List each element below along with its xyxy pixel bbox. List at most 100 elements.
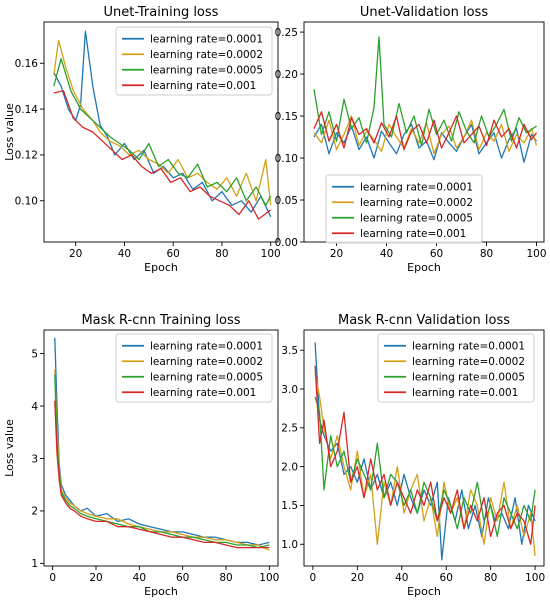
x-tick-label: 40 [380, 248, 393, 260]
series-line-2 [54, 369, 270, 551]
x-tick-label: 60 [176, 572, 189, 584]
y-tick-label: 0.12 [15, 150, 38, 162]
y-tick-label: 2.5 [281, 423, 298, 435]
y-tick-label: 4 [31, 401, 38, 413]
legend: learning rate=0.0001 learning rate=0.0002… [325, 174, 483, 244]
x-tick-label: 60 [430, 248, 443, 260]
chart-title: Mask R-cnn Validation loss [338, 313, 510, 328]
x-tick-label: 40 [133, 572, 146, 584]
series-lines [53, 30, 272, 220]
series-line-1 [53, 30, 272, 218]
y-tick-label: 0.14 [15, 104, 39, 116]
series-line-4 [313, 111, 538, 151]
y-axis-label: Loss value [3, 419, 16, 477]
plot-frame [43, 21, 279, 243]
x-tick-label: 20 [69, 248, 82, 260]
legend-entry: learning rate=0.001 [150, 80, 256, 92]
y-tick-label: 5 [31, 348, 38, 360]
x-axis-label: Epoch [144, 585, 178, 598]
x-tick-label: 0 [49, 572, 56, 584]
y-tick-label: 0.10 [15, 196, 38, 208]
legend-entry: learning rate=0.001 [360, 228, 466, 240]
x-tick-label: 40 [395, 572, 408, 584]
legend-box [115, 333, 273, 403]
series-line-3 [314, 396, 536, 538]
legend: learning rate=0.0001 learning rate=0.0002… [115, 333, 273, 403]
x-tick-label: 80 [219, 572, 232, 584]
series-lines [54, 337, 270, 551]
chart-title: Unet-Training loss [104, 5, 219, 20]
y-tick-label: 0.25 [275, 27, 298, 39]
x-tick-label: 60 [167, 248, 180, 260]
y-tick-label: 0.15 [275, 111, 298, 123]
series-lines [313, 36, 538, 163]
legend-entry: learning rate=0.0005 [412, 372, 525, 384]
x-axis-label: Epoch [144, 261, 178, 274]
legend-entry: learning rate=0.0001 [360, 182, 473, 194]
y-tick-label: 3.5 [281, 345, 298, 357]
legend-entry: learning rate=0.001 [412, 387, 518, 399]
chart-unet-val: Unet-Validation loss 20 40 60 80 100 0.00 0.05 0… [275, 5, 547, 274]
series-lines [314, 342, 536, 561]
legend-entry: learning rate=0.0005 [150, 65, 263, 77]
y-tick-label: 0.05 [275, 195, 298, 207]
legend-entry: learning rate=0.0005 [150, 372, 263, 384]
series-line-4 [54, 400, 270, 549]
x-tick-label: 80 [215, 248, 228, 260]
legend-entry: learning rate=0.0002 [150, 356, 263, 368]
legend-entry: learning rate=0.0002 [412, 356, 525, 368]
x-axis-label: Epoch [407, 585, 441, 598]
y-tick-label: 1.5 [281, 500, 298, 512]
legend-entry: learning rate=0.0001 [412, 341, 525, 353]
legend: learning rate=0.0001 learning rate=0.0002… [115, 26, 273, 96]
x-tick-label: 20 [351, 572, 364, 584]
legend-box [115, 26, 273, 96]
y-tick-label: 3 [31, 453, 38, 465]
y-axis-label: Loss value [3, 103, 16, 161]
y-tick-label: 3.0 [281, 384, 298, 396]
series-line-3 [54, 374, 270, 549]
x-tick-label: 20 [89, 572, 102, 584]
x-tick-label: 0 [310, 572, 317, 584]
legend-box [377, 333, 535, 403]
legend-entry: learning rate=0.0001 [150, 34, 263, 46]
chart-title: Unet-Validation loss [360, 5, 488, 20]
y-tick-label: 0.00 [275, 237, 298, 249]
series-line-2 [53, 39, 272, 206]
legend-entry: learning rate=0.0005 [360, 213, 473, 225]
x-tick-label: 100 [525, 572, 545, 584]
y-tick-label: 1 [31, 558, 38, 570]
y-tick-label: 2 [31, 506, 38, 518]
chart-title: Mask R-cnn Training loss [81, 313, 240, 328]
x-tick-label: 60 [440, 572, 453, 584]
chart-mask-val: Mask R-cnn Validation loss 0 20 40 60 80 100 1.… [281, 313, 545, 598]
x-axis-label: Epoch [407, 261, 441, 274]
series-line-4 [53, 90, 272, 220]
legend-entry: learning rate=0.001 [150, 387, 256, 399]
x-tick-label: 80 [480, 248, 493, 260]
plot-frame [43, 329, 279, 567]
x-tick-label: 100 [526, 248, 546, 260]
x-tick-label: 80 [484, 572, 497, 584]
plot-frame [303, 329, 545, 567]
legend-entry: learning rate=0.0002 [360, 197, 473, 209]
series-line-2 [314, 373, 536, 556]
y-tick-label: 2.0 [281, 461, 298, 473]
y-tick-label: 0.20 [275, 69, 298, 81]
x-tick-label: 100 [259, 572, 279, 584]
x-tick-label: 100 [261, 248, 281, 260]
y-tick-label: 0.10 [275, 153, 298, 165]
chart-mask-train: Mask R-cnn Training loss 0 20 40 60 80 100 1 2 3 4… [3, 313, 279, 598]
y-tick-label: 1.0 [281, 539, 298, 551]
legend-box [325, 174, 483, 244]
chart-unet-train: Unet-Training loss 20 40 60 80 100 0.10 0.12 0.1… [3, 5, 281, 274]
series-line-3 [53, 58, 272, 206]
y-tick-label: 0.16 [15, 58, 39, 70]
series-line-4 [314, 365, 536, 545]
legend-entry: learning rate=0.0002 [150, 49, 263, 61]
x-tick-label: 20 [330, 248, 343, 260]
x-tick-label: 40 [118, 248, 131, 260]
legend: learning rate=0.0001 learning rate=0.0002… [377, 333, 535, 403]
legend-entry: learning rate=0.0001 [150, 341, 263, 353]
